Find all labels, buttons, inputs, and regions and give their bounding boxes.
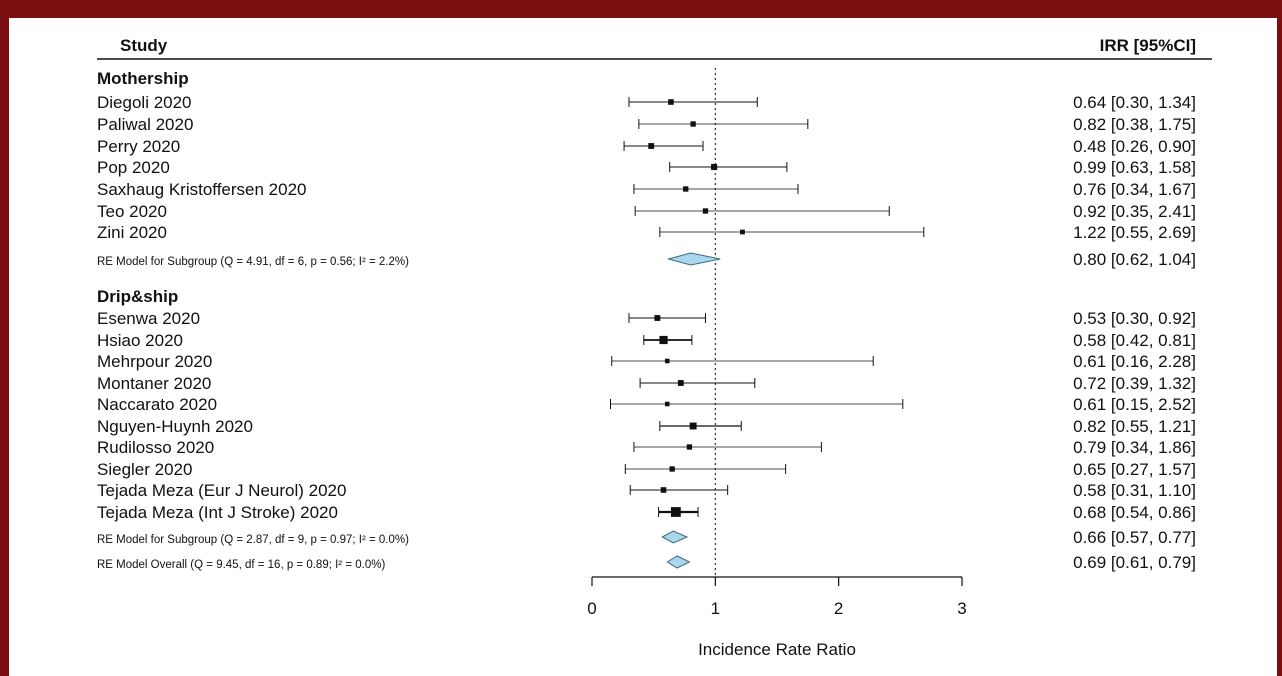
estimate-text: 0.76 [0.34, 1.67]: [1073, 180, 1196, 199]
summary-diamond: [661, 530, 689, 544]
tick-label: 3: [957, 599, 966, 618]
point-estimate: [686, 444, 693, 450]
point-estimate: [659, 335, 668, 345]
study-row: Tejada Meza (Eur J Neurol) 2020 0.58 [0.3…: [97, 481, 1196, 500]
point-estimate: [669, 466, 675, 472]
estimate-text: 1.22 [0.55, 2.69]: [1073, 223, 1196, 242]
point-estimate: [668, 99, 674, 105]
study-row: Nguyen-Huynh 2020 0.82 [0.55, 1.21]: [97, 417, 1196, 436]
estimate-text: 0.69 [0.61, 0.79]: [1073, 553, 1196, 572]
forest-rows: Mothership Diegoli 2020 0.64 [0.30, 1.34] P…: [97, 68, 1196, 575]
point-estimate: [711, 163, 718, 171]
point-estimate: [683, 186, 689, 192]
summary-diamond: [666, 252, 721, 266]
study-row: Pop 2020 0.99 [0.63, 1.58]: [97, 158, 1196, 177]
study-label: Montaner 2020: [97, 374, 211, 393]
estimate-text: 0.58 [0.31, 1.10]: [1073, 481, 1196, 500]
study-row: Diegoli 2020 0.64 [0.30, 1.34]: [97, 93, 1196, 112]
x-axis: 0 1 2 3: [587, 576, 967, 618]
study-row: Perry 2020 0.48 [0.26, 0.90]: [97, 137, 1196, 156]
summary-label: RE Model for Subgroup (Q = 4.91, df = 6,…: [97, 256, 409, 268]
estimate-text: 0.61 [0.16, 2.28]: [1073, 352, 1196, 371]
point-estimate: [702, 208, 709, 214]
study-label: Tejada Meza (Eur J Neurol) 2020: [97, 481, 346, 500]
estimate-text: 0.48 [0.26, 0.90]: [1073, 137, 1196, 156]
study-row: Zini 2020 1.22 [0.55, 2.69]: [97, 223, 1196, 242]
estimate-text: 0.79 [0.34, 1.86]: [1073, 438, 1196, 457]
estimate-text: 0.61 [0.15, 2.52]: [1073, 395, 1196, 414]
study-row: Montaner 2020 0.72 [0.39, 1.32]: [97, 374, 1196, 393]
summary-label: RE Model for Subgroup (Q = 2.87, df = 9,…: [97, 534, 409, 546]
study-row: Siegler 2020 0.65 [0.27, 1.57]: [97, 460, 1196, 479]
estimate-text: 0.92 [0.35, 2.41]: [1073, 202, 1196, 221]
tick-label: 2: [834, 599, 843, 618]
study-row: Hsiao 2020 0.58 [0.42, 0.81]: [97, 331, 1196, 350]
summary-diamond: [666, 555, 691, 569]
study-label: Rudilosso 2020: [97, 438, 214, 457]
study-label: Diegoli 2020: [97, 93, 192, 112]
point-estimate: [740, 229, 745, 235]
estimate-text: 0.65 [0.27, 1.57]: [1073, 460, 1196, 479]
study-column-header: Study: [120, 36, 168, 55]
group-label: Mothership: [97, 69, 189, 88]
estimate-text: 0.68 [0.54, 0.86]: [1073, 503, 1196, 522]
estimate-text: 0.99 [0.63, 1.58]: [1073, 158, 1196, 177]
study-row: Teo 2020 0.92 [0.35, 2.41]: [97, 202, 1196, 221]
study-row: Rudilosso 2020 0.79 [0.34, 1.86]: [97, 438, 1196, 457]
estimate-text: 0.66 [0.57, 0.77]: [1073, 528, 1196, 547]
summary-row: RE Model for Subgroup (Q = 4.91, df = 6,…: [97, 250, 1196, 269]
study-label: Saxhaug Kristoffersen 2020: [97, 180, 307, 199]
summary-label: RE Model Overall (Q = 9.45, df = 16, p =…: [97, 559, 385, 571]
group-header: Mothership: [97, 69, 189, 88]
point-estimate: [648, 143, 655, 149]
point-estimate: [654, 315, 661, 321]
tick-label: 1: [711, 599, 720, 618]
study-label: Zini 2020: [97, 223, 167, 242]
study-label: Esenwa 2020: [97, 309, 200, 328]
point-estimate: [690, 121, 696, 127]
study-label: Tejada Meza (Int J Stroke) 2020: [97, 503, 338, 522]
point-estimate: [664, 401, 670, 407]
estimate-text: 0.53 [0.30, 0.92]: [1073, 309, 1196, 328]
top-frame-bar: [0, 0, 1282, 18]
group-label: Drip&ship: [97, 287, 178, 306]
study-label: Siegler 2020: [97, 460, 192, 479]
left-frame-bar: [0, 0, 9, 676]
estimate-text: 0.80 [0.62, 1.04]: [1073, 250, 1196, 269]
estimate-text: 0.58 [0.42, 0.81]: [1073, 331, 1196, 350]
study-row: Paliwal 2020 0.82 [0.38, 1.75]: [97, 115, 1196, 134]
point-estimate: [660, 487, 667, 493]
point-estimate: [677, 380, 684, 386]
study-label: Perry 2020: [97, 137, 180, 156]
study-label: Pop 2020: [97, 158, 170, 177]
right-frame-bar: [1277, 0, 1282, 676]
tick-label: 0: [587, 599, 596, 618]
estimate-column-header: IRR [95%CI]: [1100, 36, 1196, 55]
study-row: Saxhaug Kristoffersen 2020 0.76 [0.34, 1.…: [97, 180, 1196, 199]
estimate-text: 0.82 [0.38, 1.75]: [1073, 115, 1196, 134]
study-label: Hsiao 2020: [97, 331, 183, 350]
summary-row: RE Model for Subgroup (Q = 2.87, df = 9,…: [97, 528, 1196, 547]
study-row: Tejada Meza (Int J Stroke) 2020 0.68 [0.5…: [97, 503, 1196, 522]
summary-row: RE Model Overall (Q = 9.45, df = 16, p =…: [97, 553, 1196, 572]
study-label: Naccarato 2020: [97, 395, 217, 414]
x-axis-label: Incidence Rate Ratio: [698, 640, 856, 659]
group-header: Drip&ship: [97, 287, 178, 306]
study-row: Esenwa 2020 0.53 [0.30, 0.92]: [97, 309, 1196, 328]
estimate-text: 0.64 [0.30, 1.34]: [1073, 93, 1196, 112]
study-label: Teo 2020: [97, 202, 167, 221]
study-row: Mehrpour 2020 0.61 [0.16, 2.28]: [97, 352, 1196, 371]
estimate-text: 0.82 [0.55, 1.21]: [1073, 417, 1196, 436]
estimate-text: 0.72 [0.39, 1.32]: [1073, 374, 1196, 393]
study-label: Mehrpour 2020: [97, 352, 212, 371]
study-label: Nguyen-Huynh 2020: [97, 417, 253, 436]
study-row: Naccarato 2020 0.61 [0.15, 2.52]: [97, 395, 1196, 414]
point-estimate: [689, 422, 697, 430]
study-label: Paliwal 2020: [97, 115, 193, 134]
point-estimate: [664, 358, 670, 364]
point-estimate: [670, 507, 681, 517]
